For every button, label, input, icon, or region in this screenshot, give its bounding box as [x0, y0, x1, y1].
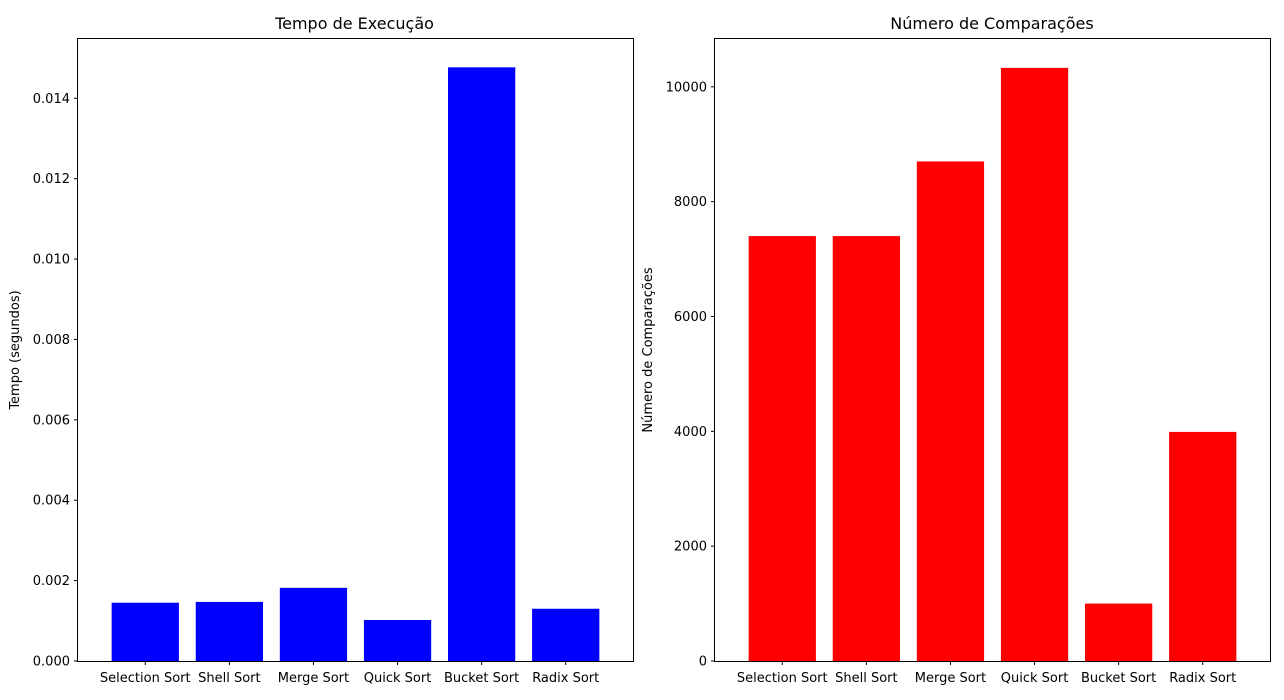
- bar-quick-sort: [363, 620, 432, 661]
- bar-merge-sort: [279, 587, 348, 661]
- y-tick-label: 6000: [674, 310, 707, 325]
- chart-title: Tempo de Execução: [274, 14, 434, 33]
- x-tick-label: Merge Sort: [278, 671, 349, 686]
- y-axis-label: Tempo (segundos): [8, 290, 23, 410]
- x-tick-label: Quick Sort: [1001, 671, 1069, 686]
- chart-panel-execution-time: Tempo de Execução Tempo (segundos) 0.000…: [8, 14, 634, 686]
- x-tick-label: Shell Sort: [198, 671, 261, 686]
- x-tick-label: Selection Sort: [737, 671, 828, 686]
- x-ticks: Selection Sort Shell Sort Merge Sort Quick …: [100, 661, 599, 686]
- y-axis-label: Número de Comparações: [641, 267, 656, 432]
- bar-selection-sort: [748, 236, 816, 661]
- bar-selection-sort: [111, 602, 179, 661]
- x-tick-label: Radix Sort: [1169, 671, 1236, 686]
- x-ticks: Selection Sort Shell Sort Merge Sort Quick …: [737, 661, 1236, 686]
- x-tick-label: Merge Sort: [915, 671, 986, 686]
- y-tick-label: 2000: [674, 540, 707, 555]
- bar-shell-sort: [195, 601, 263, 661]
- bar-shell-sort: [832, 236, 900, 661]
- y-tick-label: 0.004: [33, 494, 70, 509]
- x-tick-label: Selection Sort: [100, 671, 191, 686]
- plot-frame: [77, 38, 634, 662]
- plot-frame: [714, 38, 1271, 662]
- y-tick-label: 0.002: [33, 574, 70, 589]
- y-tick-label: 0.000: [33, 655, 70, 670]
- x-tick-label: Shell Sort: [835, 671, 898, 686]
- chart-title: Número de Comparações: [890, 14, 1093, 33]
- y-tick-label: 8000: [674, 195, 707, 210]
- y-tick-label: 4000: [674, 425, 707, 440]
- bar-merge-sort: [916, 161, 985, 661]
- y-ticks: 0.000 0.002 0.004 0.006 0.008 0.010 0.012 0.014: [33, 92, 78, 670]
- bar-group: [111, 67, 600, 662]
- x-tick-label: Bucket Sort: [1081, 671, 1156, 686]
- y-tick-label: 0.008: [33, 333, 70, 348]
- bar-bucket-sort: [448, 67, 516, 662]
- x-tick-label: Radix Sort: [532, 671, 599, 686]
- y-tick-label: 0.014: [33, 92, 70, 107]
- x-tick-label: Bucket Sort: [444, 671, 519, 686]
- chart-panel-comparisons: Número de Comparações Número de Comparaç…: [641, 14, 1271, 686]
- y-tick-label: 0.010: [33, 253, 70, 268]
- bar-radix-sort: [1169, 431, 1237, 661]
- y-tick-label: 10000: [666, 80, 707, 95]
- bar-bucket-sort: [1085, 603, 1153, 661]
- bar-group: [748, 67, 1237, 662]
- y-tick-label: 0.012: [33, 172, 70, 187]
- y-ticks: 0 2000 4000 6000 8000 10000: [666, 80, 715, 670]
- bar-quick-sort: [1000, 67, 1069, 662]
- bar-radix-sort: [532, 608, 600, 661]
- y-tick-label: 0: [699, 655, 707, 670]
- y-tick-label: 0.006: [33, 413, 70, 428]
- x-tick-label: Quick Sort: [364, 671, 432, 686]
